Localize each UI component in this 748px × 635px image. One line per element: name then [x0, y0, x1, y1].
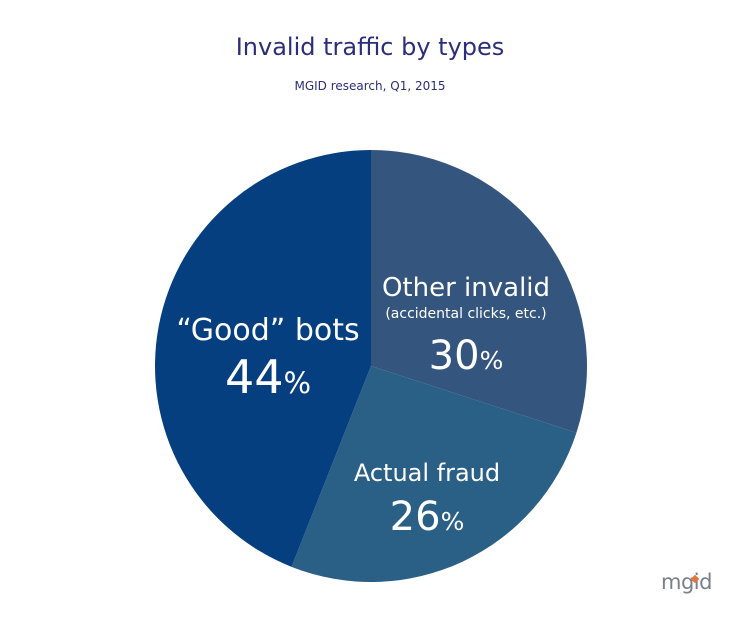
chart-subtitle: MGID research, Q1, 2015 — [294, 79, 446, 93]
pie-slice — [155, 150, 371, 567]
chart-title: Invalid traffic by types — [235, 33, 505, 61]
slice-value-label: 30% — [429, 333, 504, 379]
pie-slice — [371, 150, 588, 433]
pie-slice — [291, 366, 577, 582]
slice-label: Other invalid — [382, 273, 550, 303]
slice-sublabel: (accidental clicks, etc.) — [385, 306, 546, 322]
mgid-logo: mgid — [661, 570, 712, 594]
slice-label: Actual fraud — [354, 459, 500, 487]
slice-label: “Good” bots — [176, 313, 359, 348]
slice-value-label: 44% — [225, 350, 311, 404]
logo-text: mgid — [661, 570, 712, 594]
slice-value-label: 26% — [390, 494, 465, 540]
